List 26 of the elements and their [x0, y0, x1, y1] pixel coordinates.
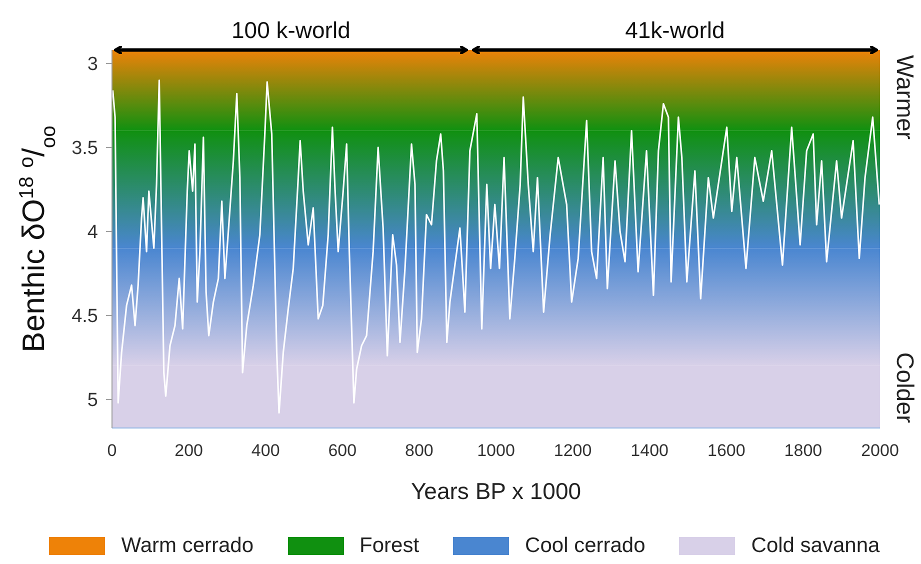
x-tick-label: 1600 — [707, 441, 746, 460]
x-tick-label: 400 — [251, 441, 280, 460]
y-tick-label: 3 — [87, 54, 98, 76]
y-tick-label: 4.5 — [72, 306, 98, 328]
legend-label: Cool cerrado — [525, 534, 646, 558]
x-tick-label: 0 — [107, 441, 117, 460]
x-tick-label: 600 — [328, 441, 357, 460]
x-tick-label: 1000 — [477, 441, 515, 460]
text: Warmer — [891, 55, 918, 140]
legend-label: Forest — [360, 534, 420, 558]
x-tick-label: 1200 — [554, 441, 592, 460]
y-tick-label: 4 — [87, 222, 98, 244]
x-tick-label: 200 — [174, 441, 203, 460]
x-axis-title: Years BP x 1000 — [410, 478, 582, 504]
annotation: 100 k-world — [232, 17, 350, 43]
legend-label: Cold savanna — [751, 534, 880, 558]
y-tick-label: 3.5 — [72, 138, 98, 160]
x-tick-label: 1800 — [784, 441, 822, 460]
line-series — [112, 79, 880, 414]
text: Colder — [891, 352, 918, 424]
x-tick-label: 800 — [405, 441, 434, 460]
y-tick-label: 5 — [87, 390, 98, 412]
x-tick-label: 2000 — [861, 441, 899, 460]
legend-label: Warm cerrado — [121, 534, 254, 558]
annotation: 41k-world — [625, 17, 725, 43]
x-tick-label: 1400 — [630, 441, 669, 460]
